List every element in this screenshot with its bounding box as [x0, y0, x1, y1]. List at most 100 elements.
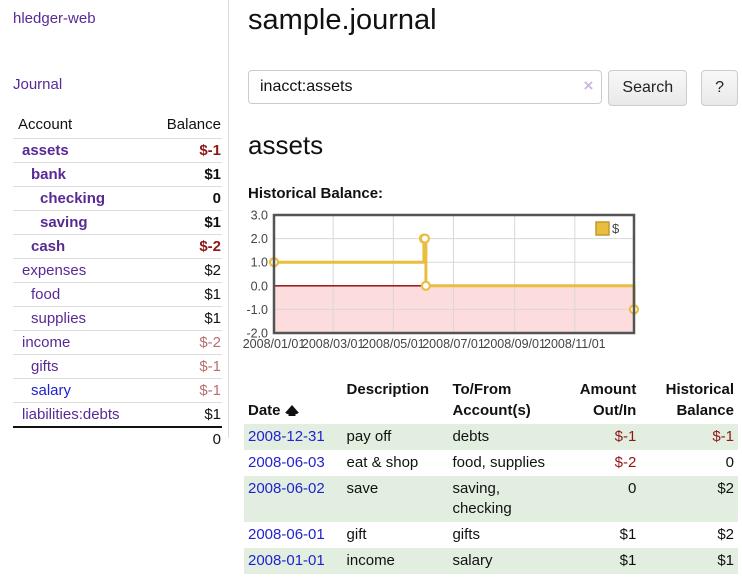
register-header-accounts: To/From Account(s) — [452, 381, 531, 419]
account-link[interactable]: liabilities:debts — [22, 406, 120, 423]
accounts-total-value: 0 — [146, 426, 222, 451]
legend-swatch — [595, 221, 610, 236]
sidebar: hledger-web Journal Account Balance asse… — [0, 0, 229, 451]
register-amount-cell: 0 — [628, 480, 637, 497]
register-row[interactable]: 2008-06-02 save saving, checking 0 $2 — [244, 476, 738, 522]
register-date-cell: 2008-06-01 — [244, 522, 343, 548]
account-balance: $-1 — [146, 378, 222, 403]
svg-text:2008/01/01: 2008/01/01 — [243, 337, 306, 351]
account-link[interactable]: income — [22, 334, 71, 351]
account-balance: $1 — [146, 282, 222, 307]
account-balance: $1 — [146, 306, 222, 331]
register-header-row: Date Description To/From Account(s) Amou… — [244, 377, 738, 424]
register-date-cell: 2008-01-01 — [244, 548, 343, 574]
register-amount-cell: $-1 — [614, 428, 637, 445]
register-amount-cell: $1 — [619, 552, 637, 569]
register-accounts-cell: saving, checking — [452, 480, 512, 517]
account-link[interactable]: food — [31, 286, 61, 303]
chart-section-label: Historical Balance: — [248, 185, 384, 202]
transaction-date-link[interactable]: 2008-06-01 — [248, 526, 325, 543]
register-row[interactable]: 2008-06-03 eat & shop food, supplies $-2 0 — [244, 450, 738, 476]
account-link[interactable]: checking — [40, 190, 106, 207]
account-link[interactable]: saving — [40, 214, 88, 231]
accounts-balance-table: Account Balance assets $-1 bank $1 checking 0… — [13, 112, 222, 451]
svg-text:2008/05/01: 2008/05/01 — [362, 337, 425, 351]
register-accounts-cell: salary — [452, 552, 493, 569]
account-row: cash $-2 — [13, 234, 222, 259]
register-date-cell: 2008-06-02 — [244, 476, 343, 522]
account-row: expenses $2 — [13, 258, 222, 283]
register-accounts-cell: debts — [452, 428, 490, 445]
sort-ascending-icon — [284, 401, 299, 422]
account-row: assets $-1 — [13, 138, 222, 163]
main-content: sample.journal × Search ? assets Histori… — [243, 0, 738, 574]
account-link[interactable]: supplies — [31, 310, 87, 327]
account-link[interactable]: expenses — [22, 262, 87, 279]
transaction-date-link[interactable]: 2008-01-01 — [248, 552, 325, 569]
account-balance: $-1 — [146, 138, 222, 163]
register-description-cell: save — [346, 480, 379, 497]
register-date-cell: 2008-06-03 — [244, 450, 343, 476]
account-row: income $-2 — [13, 330, 222, 355]
register-header-description: Description — [346, 381, 430, 398]
balance-line-chart: $3.0 2.0 1.0 0.0 -1.0 -2.02008/01/012008/03/0… — [243, 209, 640, 351]
account-row: checking 0 — [13, 186, 222, 211]
account-link[interactable]: salary — [31, 382, 72, 399]
svg-text:3.0: 3.0 — [251, 209, 268, 223]
register-description-cell: gift — [346, 526, 367, 543]
register-row[interactable]: 2008-01-01 income salary $1 $1 — [244, 548, 738, 574]
sidebar-item-journal[interactable]: Journal — [13, 76, 63, 93]
register-amount-cell: $-2 — [614, 454, 637, 471]
register-balance-cell: $1 — [717, 552, 734, 569]
transaction-date-link[interactable]: 2008-12-31 — [248, 428, 325, 445]
account-balance: $1 — [146, 210, 222, 235]
svg-text:2008/03/01: 2008/03/01 — [302, 337, 365, 351]
account-row: saving $1 — [13, 210, 222, 235]
account-link[interactable]: cash — [31, 238, 66, 255]
page-title: sample.journal — [248, 4, 437, 36]
search-input[interactable] — [248, 70, 603, 104]
account-row: food $1 — [13, 282, 222, 307]
account-row: liabilities:debts $1 — [13, 402, 222, 427]
help-button[interactable]: ? — [701, 70, 738, 106]
register-description-cell: income — [346, 552, 395, 569]
account-balance: $2 — [146, 258, 222, 283]
accounts-header-account: Account — [18, 116, 73, 133]
account-balance: 0 — [146, 186, 222, 211]
svg-text:-2.0: -2.0 — [246, 327, 268, 341]
register-accounts-cell: food, supplies — [452, 454, 546, 471]
register-row[interactable]: 2008-06-01 gift gifts $1 $2 — [244, 522, 738, 548]
accounts-header-balance: Balance — [166, 116, 221, 133]
register-description-cell: pay off — [346, 428, 392, 445]
app-title-link[interactable]: hledger-web — [13, 10, 96, 27]
transaction-date-link[interactable]: 2008-06-03 — [248, 454, 325, 471]
register-header-amount: Amount Out/In — [579, 381, 637, 419]
svg-text:0.0: 0.0 — [251, 279, 268, 293]
account-row: supplies $1 — [13, 306, 222, 331]
register-date-cell: 2008-12-31 — [244, 424, 343, 450]
historical-balance-chart: $3.0 2.0 1.0 0.0 -1.0 -2.0 2008/01/01 2008/03/0… — [240, 206, 738, 363]
svg-text:2008/09/01: 2008/09/01 — [483, 337, 546, 351]
register-header-date[interactable]: Date — [244, 377, 343, 424]
accounts-total-row: 0 — [13, 426, 222, 451]
register-balance-cell: $2 — [717, 480, 734, 497]
account-balance: $1 — [146, 162, 222, 187]
svg-text:2008/11/01: 2008/11/01 — [544, 337, 606, 351]
account-balance: $-2 — [146, 234, 222, 259]
account-balance: $-1 — [146, 354, 222, 379]
clear-search-icon[interactable]: × — [583, 76, 594, 95]
account-link[interactable]: bank — [31, 166, 67, 183]
account-row: gifts $-1 — [13, 354, 222, 379]
register-balance-cell: $2 — [717, 526, 734, 543]
account-link[interactable]: assets — [22, 142, 69, 159]
search-button[interactable]: Search — [608, 70, 688, 106]
transaction-date-link[interactable]: 2008-06-02 — [248, 480, 325, 497]
legend-label: $ — [612, 221, 620, 236]
register-table: Date Description To/From Account(s) Amou… — [244, 377, 738, 574]
register-row[interactable]: 2008-12-31 pay off debts $-1 $-1 — [244, 424, 738, 450]
account-balance: $1 — [146, 402, 222, 427]
register-balance-cell: $-1 — [712, 428, 734, 445]
account-link[interactable]: gifts — [31, 358, 59, 375]
account-balance: $-2 — [146, 330, 222, 355]
